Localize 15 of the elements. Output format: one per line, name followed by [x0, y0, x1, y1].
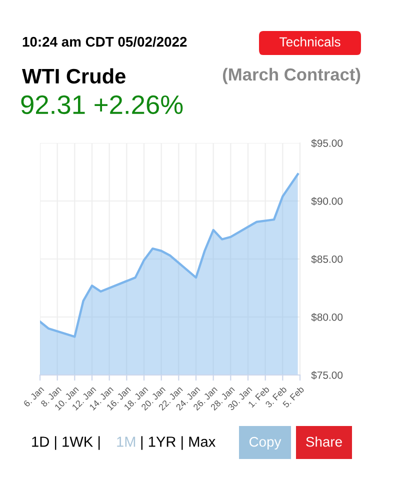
- text: | 1YR | Max: [141, 436, 216, 450]
- y-tick-label: $95.00: [311, 139, 343, 148]
- text: 10:24 am CDT 05/02/2022: [22, 36, 187, 47]
- text: 1D | 1WK |: [32, 436, 100, 450]
- y-tick-label: $80.00: [311, 313, 343, 322]
- text: Copy: [249, 436, 282, 450]
- y-tick-label: $75.00: [311, 371, 343, 380]
- chart-title: WTI Crude: [22, 68, 126, 84]
- text: 1M: [117, 436, 136, 447]
- y-tick-label: $90.00: [311, 197, 343, 206]
- text: Technicals: [280, 36, 340, 47]
- text: Share: [306, 436, 342, 447]
- chart-subtitle: (March Contract): [222, 68, 360, 84]
- y-tick-label: $85.00: [311, 255, 343, 264]
- text: 92.31 +2.26%: [21, 95, 183, 114]
